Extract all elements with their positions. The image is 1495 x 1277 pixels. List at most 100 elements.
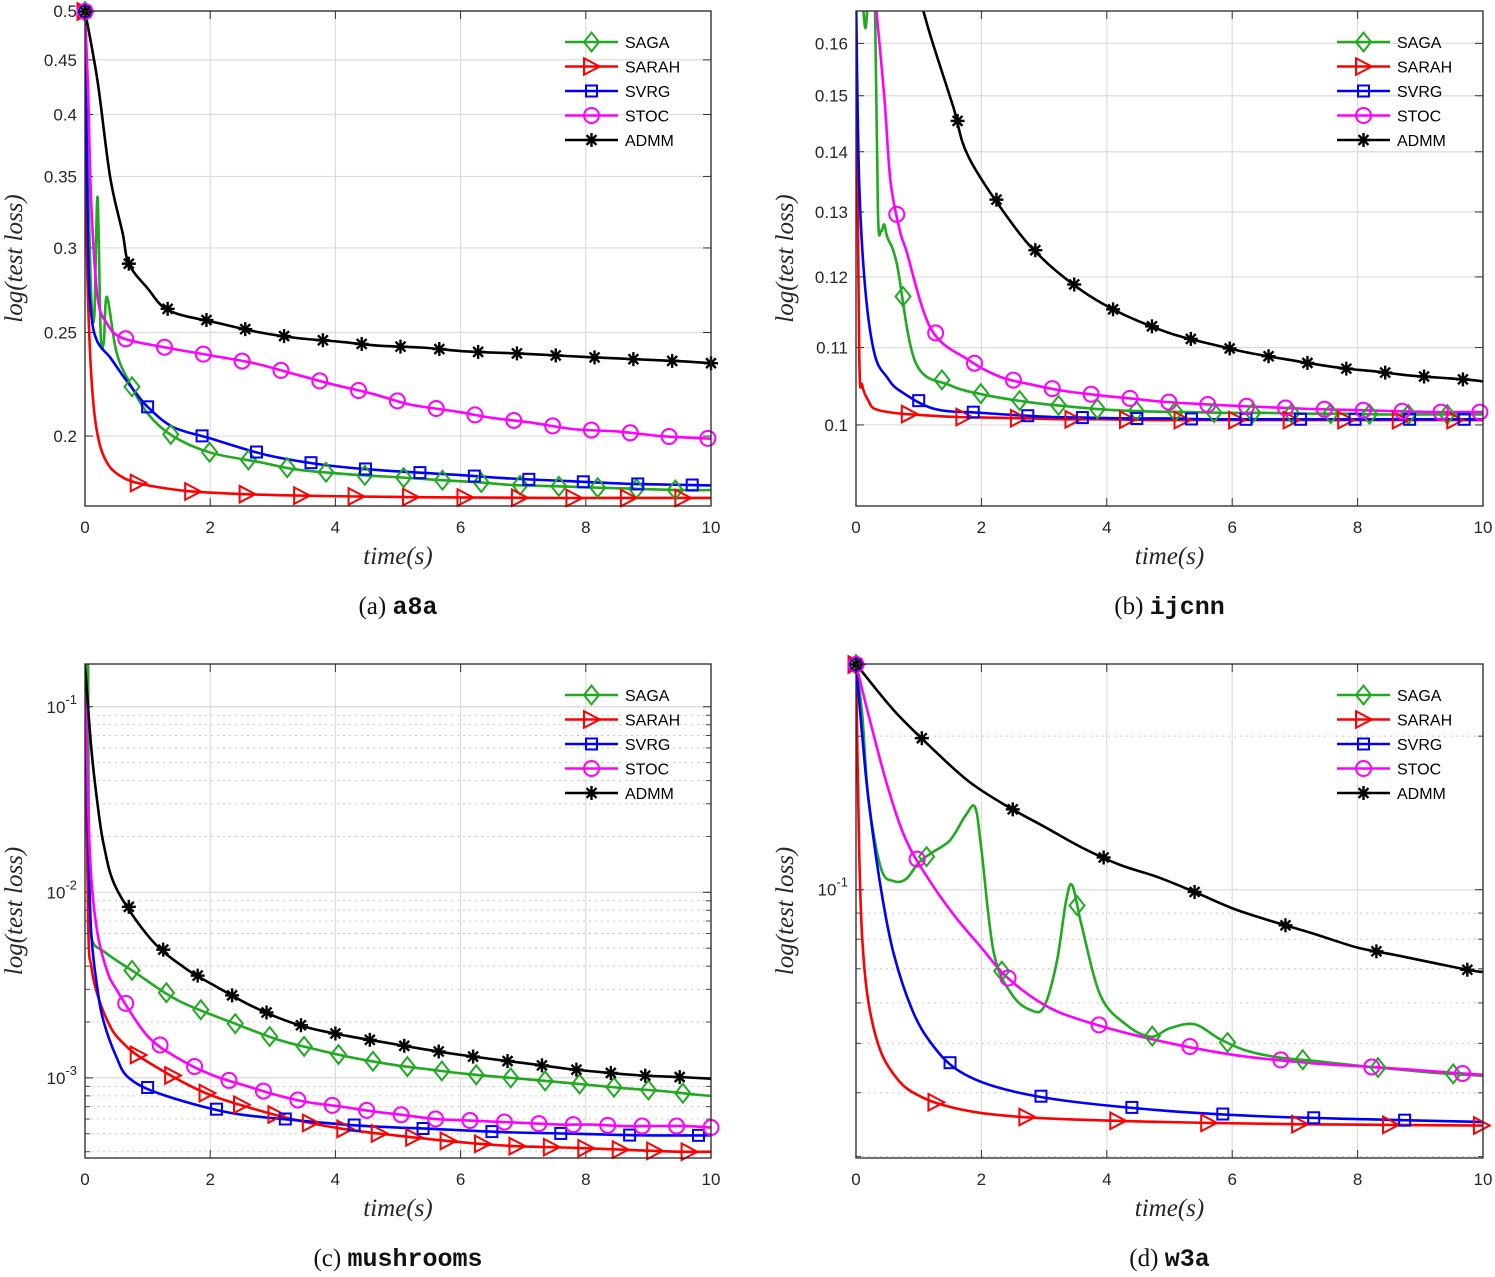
marker-saga xyxy=(433,469,452,492)
marker-svrg xyxy=(631,477,645,491)
marker-saga xyxy=(260,1025,279,1048)
x-tick-label: 2 xyxy=(205,1170,214,1189)
panel-mushrooms: 10-1 10-2 10-3 0 2 4 6 8 10 time(s) log(test loss)… xyxy=(1,663,720,1274)
legend-label: SAGA xyxy=(625,688,670,705)
marker-admm xyxy=(584,786,599,800)
marker-svrg xyxy=(912,394,926,408)
marker-admm xyxy=(989,192,1004,207)
marker-sarah xyxy=(405,1127,425,1148)
legend-item-stoc: STOC xyxy=(1337,107,1441,126)
x-tick-label: 2 xyxy=(205,518,214,537)
marker-sarah xyxy=(1382,1114,1401,1135)
legend: SAGA SARAH SVRG STOC ADMM xyxy=(565,684,680,803)
marker-admm xyxy=(1369,944,1384,959)
marker-saga xyxy=(157,981,176,1004)
marker-stoc xyxy=(966,354,984,372)
marker-admm xyxy=(638,1068,653,1083)
marker-stoc xyxy=(1181,1038,1199,1056)
marker-saga xyxy=(536,1069,554,1092)
marker-admm xyxy=(1187,884,1202,899)
marker-admm xyxy=(190,968,205,983)
marker-sarah xyxy=(1064,409,1084,430)
marker-sarah xyxy=(583,56,602,77)
marker-sarah xyxy=(129,473,149,493)
marker-stoc xyxy=(1363,1058,1381,1076)
marker-stoc xyxy=(1471,403,1489,421)
marker-sarah xyxy=(542,1137,562,1158)
marker-admm xyxy=(1356,133,1371,147)
y-tick-label: 10-1 xyxy=(818,875,848,900)
marker-sarah xyxy=(646,1140,666,1161)
marker-svrg xyxy=(691,1128,705,1142)
marker-stoc xyxy=(1393,402,1411,420)
y-tick-label: 0.35 xyxy=(44,167,77,186)
marker-stoc xyxy=(117,994,135,1012)
marker-stoc xyxy=(621,424,639,442)
marker-sarah xyxy=(129,1045,149,1065)
marker-stoc xyxy=(1238,397,1256,415)
marker-sarah xyxy=(370,1123,390,1144)
y-axis-label: log(test loss) xyxy=(772,847,799,975)
marker-saga xyxy=(1321,402,1340,425)
marker-sarah xyxy=(611,1139,631,1160)
marker-stoc xyxy=(1004,371,1022,389)
marker-saga xyxy=(1218,1031,1237,1054)
marker-stoc xyxy=(1354,401,1372,419)
marker-admm xyxy=(548,348,563,363)
marker-stoc xyxy=(1090,1016,1108,1034)
marker-saga xyxy=(226,1012,245,1035)
marker-saga xyxy=(1068,894,1086,917)
marker-sarah xyxy=(198,1083,218,1103)
series-line-admm xyxy=(856,664,1483,974)
y-tick-label: 0.16 xyxy=(815,34,848,53)
series-line-sarah xyxy=(85,664,711,1154)
marker-saga xyxy=(582,31,601,53)
marker-sarah xyxy=(619,488,639,508)
marker-sarah xyxy=(1118,409,1138,430)
y-tick-label: 0.15 xyxy=(815,87,848,106)
marker-stoc xyxy=(583,760,600,777)
axes-box xyxy=(855,10,1484,507)
x-tick-label: 0 xyxy=(851,518,860,537)
marker-stoc xyxy=(699,429,717,447)
marker-admm xyxy=(431,1044,446,1059)
legend-label: SAGA xyxy=(1397,688,1442,705)
marker-sarah xyxy=(565,488,585,508)
marker-admm xyxy=(293,1018,308,1033)
marker-svrg xyxy=(413,466,427,480)
marker-svrg xyxy=(209,1102,223,1116)
marker-saga xyxy=(200,441,219,464)
marker-stoc xyxy=(505,411,523,429)
marker-svrg xyxy=(195,429,209,443)
marker-sarah xyxy=(1355,56,1374,77)
subfigure-caption: (c) mushrooms xyxy=(313,1245,482,1274)
marker-stoc xyxy=(194,345,212,363)
legend-label: STOC xyxy=(1397,109,1441,126)
marker-stoc xyxy=(1160,393,1178,411)
legend: SAGA SARAH SVRG STOC ADMM xyxy=(565,31,680,150)
marker-saga xyxy=(161,423,180,446)
legend-label: SARAH xyxy=(1397,60,1452,77)
marker-sarah xyxy=(402,487,421,508)
x-axis-label: time(s) xyxy=(363,543,432,570)
legend-item-sarah: SARAH xyxy=(1337,56,1452,77)
legend-item-svrg: SVRG xyxy=(565,84,670,101)
marker-admm xyxy=(471,344,486,359)
x-tick-label: 10 xyxy=(1474,518,1493,537)
y-tick-label: 0.14 xyxy=(815,143,848,162)
marker-admm xyxy=(626,352,641,367)
legend-label: ADMM xyxy=(1397,133,1446,150)
panel-w3a: 10-1 0 2 4 6 8 10 time(s) log(test loss) (d) w3a S… xyxy=(772,653,1492,1274)
axes-box xyxy=(84,663,712,1159)
marker-stoc xyxy=(1272,1051,1290,1069)
marker-admm xyxy=(393,339,408,354)
marker-sarah xyxy=(1173,410,1193,430)
legend: SAGA SARAH SVRG STOC ADMM xyxy=(1337,31,1452,150)
marker-admm xyxy=(121,256,136,271)
y-axis-label: log(test loss) xyxy=(1,194,28,322)
marker-admm xyxy=(1460,962,1475,977)
marker-saga xyxy=(1049,394,1068,417)
legend-item-saga: SAGA xyxy=(565,31,670,53)
legend-label: ADMM xyxy=(625,133,674,150)
marker-stoc xyxy=(350,381,368,399)
